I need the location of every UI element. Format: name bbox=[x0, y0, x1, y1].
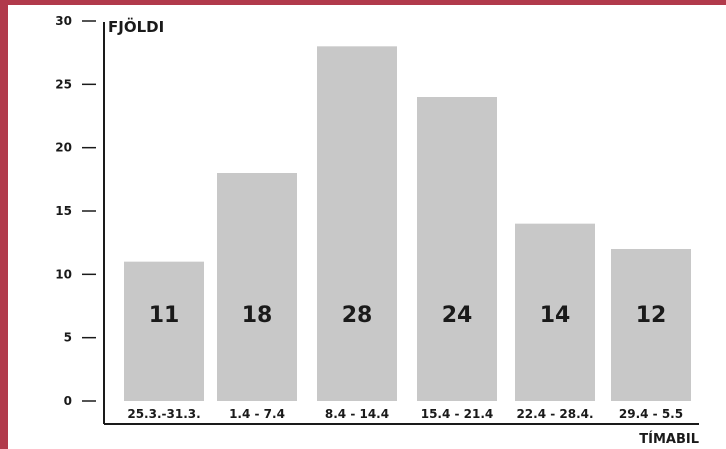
x-tick-label: 29.4 - 5.5 bbox=[619, 407, 683, 421]
x-tick-label: 8.4 - 14.4 bbox=[325, 407, 389, 421]
x-tick-label: 25.3.-31.3. bbox=[127, 407, 200, 421]
bar bbox=[124, 261, 204, 401]
bar bbox=[417, 97, 497, 401]
x-axis-label: TÍMABIL bbox=[639, 431, 699, 447]
y-tick-label: 10 bbox=[55, 267, 72, 281]
data-label: 14 bbox=[540, 303, 571, 328]
y-tick-label: 5 bbox=[64, 331, 72, 345]
axes-group bbox=[103, 22, 699, 425]
y-tick-label: 20 bbox=[55, 141, 72, 155]
bar bbox=[217, 173, 297, 401]
data-label: 11 bbox=[149, 303, 180, 328]
y-axis-label: FJÖLDI bbox=[108, 17, 164, 36]
x-tick-labels: 25.3.-31.3. 1.4 - 7.4 8.4 - 14.4 15.4 - 21.… bbox=[127, 407, 683, 421]
y-tick-label: 15 bbox=[55, 204, 72, 218]
data-label: 18 bbox=[242, 303, 273, 328]
y-tick-label: 0 bbox=[64, 394, 72, 408]
data-label: 12 bbox=[636, 303, 667, 328]
bar bbox=[515, 223, 595, 401]
x-tick-label: 22.4 - 28.4. bbox=[516, 407, 593, 421]
bar bbox=[611, 249, 691, 401]
x-tick-label: 1.4 - 7.4 bbox=[229, 407, 285, 421]
y-axis-ticks: 0 5 10 15 20 25 30 bbox=[55, 14, 96, 408]
y-tick-label: 25 bbox=[55, 77, 72, 91]
bar bbox=[317, 46, 397, 401]
x-tick-label: 15.4 - 21.4 bbox=[421, 407, 494, 421]
data-label: 24 bbox=[442, 303, 473, 328]
data-label: 28 bbox=[342, 303, 373, 328]
bars-group bbox=[124, 46, 691, 401]
y-tick-label: 30 bbox=[55, 14, 72, 28]
data-labels-group: 11 18 28 24 14 12 bbox=[149, 303, 667, 328]
